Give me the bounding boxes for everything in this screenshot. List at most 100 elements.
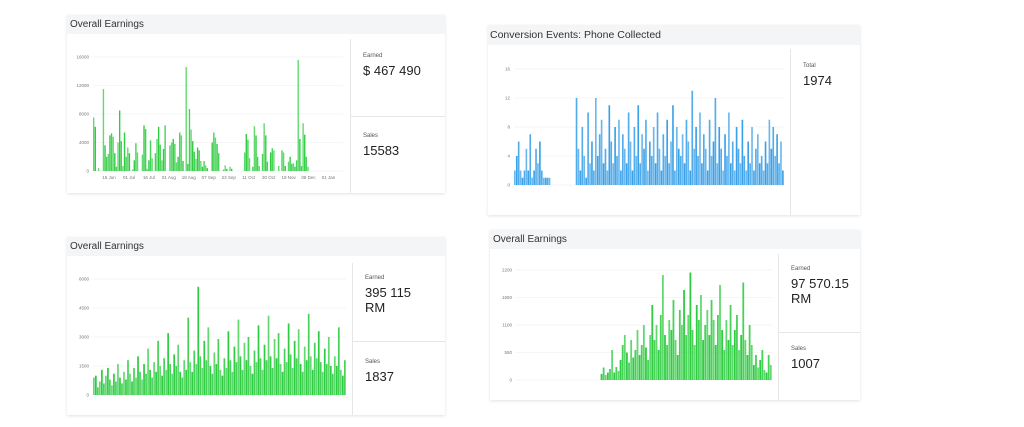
- sales-label: Sales: [363, 133, 379, 139]
- bar: [327, 337, 330, 395]
- bar: [632, 357, 635, 380]
- bar: [769, 365, 772, 380]
- bar: [207, 327, 210, 395]
- bar: [541, 170, 543, 185]
- bar: [200, 161, 202, 171]
- bar: [157, 340, 159, 395]
- bar: [257, 325, 260, 395]
- x-tick-label: 16 Jul: [143, 175, 155, 180]
- bar: [720, 148, 722, 185]
- bar: [755, 355, 757, 380]
- bar: [724, 134, 726, 185]
- bar: [111, 385, 113, 395]
- bar: [218, 153, 220, 171]
- bar: [602, 163, 605, 185]
- bar: [629, 141, 632, 185]
- bar: [600, 119, 603, 185]
- y-tick-label: 1650: [502, 295, 513, 300]
- y-tick-label: 8: [507, 125, 510, 130]
- bar: [247, 337, 250, 395]
- bar: [596, 156, 599, 185]
- bar: [217, 338, 220, 395]
- bar: [151, 158, 153, 171]
- bar: [687, 315, 690, 380]
- bar: [733, 170, 736, 185]
- bar: [216, 143, 218, 171]
- bar: [708, 119, 711, 185]
- bar: [575, 98, 578, 185]
- bar: [737, 148, 740, 185]
- bar: [271, 148, 273, 171]
- bar: [293, 340, 296, 395]
- bar: [97, 168, 100, 171]
- bar: [233, 346, 236, 395]
- bar: [643, 148, 645, 185]
- bar: [127, 147, 129, 171]
- bar: [146, 168, 148, 171]
- bar: [196, 147, 199, 171]
- bar: [759, 360, 762, 380]
- bar: [683, 290, 685, 380]
- bar: [249, 366, 252, 395]
- bar: [175, 162, 178, 171]
- bar: [608, 105, 611, 185]
- bar: [215, 364, 218, 395]
- bar: [263, 123, 265, 171]
- earnings-card-1: Overall Earnings 0 4000 8000 12000 16000 15 J…: [67, 15, 445, 193]
- bar: [748, 325, 751, 380]
- bar: [164, 125, 166, 171]
- bar: [753, 170, 755, 185]
- bar: [537, 163, 539, 185]
- bar: [201, 367, 204, 395]
- bar: [198, 150, 200, 171]
- bar: [585, 177, 587, 185]
- bar: [213, 352, 216, 395]
- bar: [610, 141, 613, 185]
- bar: [243, 152, 246, 171]
- bar: [117, 142, 119, 171]
- bar: [190, 129, 192, 171]
- bar: [162, 148, 165, 171]
- bar: [245, 360, 248, 395]
- bar: [297, 329, 300, 395]
- bar: [107, 367, 109, 395]
- bar: [683, 163, 686, 185]
- bar: [182, 161, 184, 171]
- bar: [265, 360, 268, 395]
- bar: [623, 148, 626, 185]
- bar: [647, 170, 649, 185]
- bar: [227, 331, 230, 395]
- bar: [760, 156, 763, 185]
- conversion-card: Conversion Events: Phone Collected 0 4 8 12…: [488, 25, 860, 215]
- bar: [618, 119, 620, 185]
- bar: [139, 371, 141, 395]
- bar: [691, 330, 694, 380]
- bar: [689, 272, 692, 380]
- bar: [623, 335, 626, 380]
- bar: [259, 358, 262, 395]
- bar: [177, 344, 180, 395]
- y-tick-label: 0: [509, 378, 512, 383]
- bar: [302, 123, 304, 171]
- bar: [622, 134, 624, 185]
- bar: [626, 352, 628, 380]
- bar: [542, 177, 545, 185]
- bar: [301, 371, 304, 395]
- bar: [544, 177, 547, 185]
- bar: [297, 59, 299, 171]
- bar: [633, 127, 636, 185]
- bar: [329, 366, 332, 395]
- y-tick-label: 12: [505, 96, 511, 101]
- bar: [300, 166, 303, 171]
- bar: [266, 161, 269, 171]
- bar: [219, 369, 222, 395]
- bar: [165, 369, 167, 395]
- bar: [211, 142, 213, 171]
- bar: [193, 151, 196, 171]
- bar: [261, 369, 264, 395]
- bar: [583, 156, 586, 185]
- bar: [239, 356, 242, 395]
- bar: [527, 170, 530, 185]
- bar: [712, 320, 715, 380]
- bar: [636, 330, 639, 380]
